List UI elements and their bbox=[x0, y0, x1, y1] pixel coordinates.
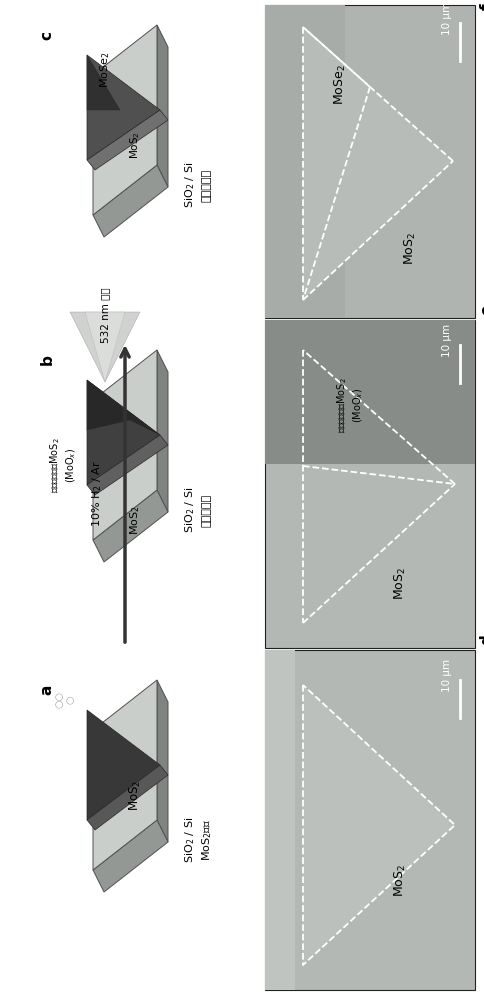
Text: 激光辐照过的MoS$_2$
(MoO$_x$): 激光辐照过的MoS$_2$ (MoO$_x$) bbox=[334, 377, 364, 433]
Text: MoS$_2$: MoS$_2$ bbox=[392, 566, 407, 600]
Text: 10 μm: 10 μm bbox=[441, 2, 451, 35]
Text: f: f bbox=[479, 3, 484, 10]
Polygon shape bbox=[87, 380, 160, 485]
Polygon shape bbox=[85, 312, 125, 382]
Text: e: e bbox=[479, 305, 484, 315]
Polygon shape bbox=[87, 380, 160, 435]
Polygon shape bbox=[87, 435, 167, 495]
Text: 激光辐照过的MoS$_2$
(MoO$_x$): 激光辐照过的MoS$_2$ (MoO$_x$) bbox=[48, 437, 77, 493]
Polygon shape bbox=[302, 27, 452, 300]
Text: 选择性硒化: 选择性硒化 bbox=[201, 168, 212, 202]
Text: a: a bbox=[39, 685, 54, 695]
Polygon shape bbox=[87, 55, 160, 160]
Text: MoS$_2$生长: MoS$_2$生长 bbox=[200, 819, 213, 861]
Text: MoSe$_2$: MoSe$_2$ bbox=[98, 52, 112, 88]
Text: c: c bbox=[39, 30, 54, 39]
Text: MoS$_2$: MoS$_2$ bbox=[392, 863, 407, 897]
Polygon shape bbox=[157, 25, 167, 187]
Polygon shape bbox=[93, 680, 157, 870]
Polygon shape bbox=[87, 765, 167, 830]
Polygon shape bbox=[93, 490, 167, 562]
Polygon shape bbox=[264, 320, 474, 464]
Text: MoS$_2$: MoS$_2$ bbox=[402, 231, 417, 265]
Polygon shape bbox=[264, 5, 474, 318]
Polygon shape bbox=[264, 320, 474, 648]
Text: SiO$_2$ / Si: SiO$_2$ / Si bbox=[183, 162, 197, 208]
Polygon shape bbox=[264, 650, 294, 990]
Text: SiO$_2$ / Si: SiO$_2$ / Si bbox=[183, 487, 197, 533]
Polygon shape bbox=[87, 710, 160, 820]
Text: 10 μm: 10 μm bbox=[441, 324, 451, 357]
Text: b: b bbox=[39, 355, 54, 365]
Polygon shape bbox=[93, 165, 167, 237]
Text: d: d bbox=[479, 634, 484, 645]
Text: 激光图案化: 激光图案化 bbox=[201, 493, 212, 527]
Text: MoS$_2$: MoS$_2$ bbox=[128, 505, 142, 535]
Polygon shape bbox=[157, 680, 167, 842]
Text: MoS$_2$: MoS$_2$ bbox=[128, 131, 142, 159]
Polygon shape bbox=[87, 110, 167, 170]
Polygon shape bbox=[93, 350, 157, 540]
Text: ○○
○: ○○ ○ bbox=[54, 692, 76, 708]
Polygon shape bbox=[264, 650, 474, 990]
Polygon shape bbox=[264, 5, 344, 318]
Text: SiO$_2$ / Si: SiO$_2$ / Si bbox=[183, 817, 197, 863]
Polygon shape bbox=[157, 350, 167, 512]
Text: 532 nm 激光: 532 nm 激光 bbox=[100, 287, 110, 343]
Text: 10% H$_2$ / Ar: 10% H$_2$ / Ar bbox=[90, 459, 104, 527]
Polygon shape bbox=[87, 55, 120, 110]
Text: MoS$_2$: MoS$_2$ bbox=[127, 779, 142, 811]
Polygon shape bbox=[93, 25, 157, 215]
Polygon shape bbox=[302, 685, 454, 965]
Polygon shape bbox=[93, 820, 167, 892]
Text: MoSe$_2$: MoSe$_2$ bbox=[332, 65, 347, 105]
Polygon shape bbox=[70, 312, 140, 382]
Text: 10 μm: 10 μm bbox=[441, 659, 451, 692]
